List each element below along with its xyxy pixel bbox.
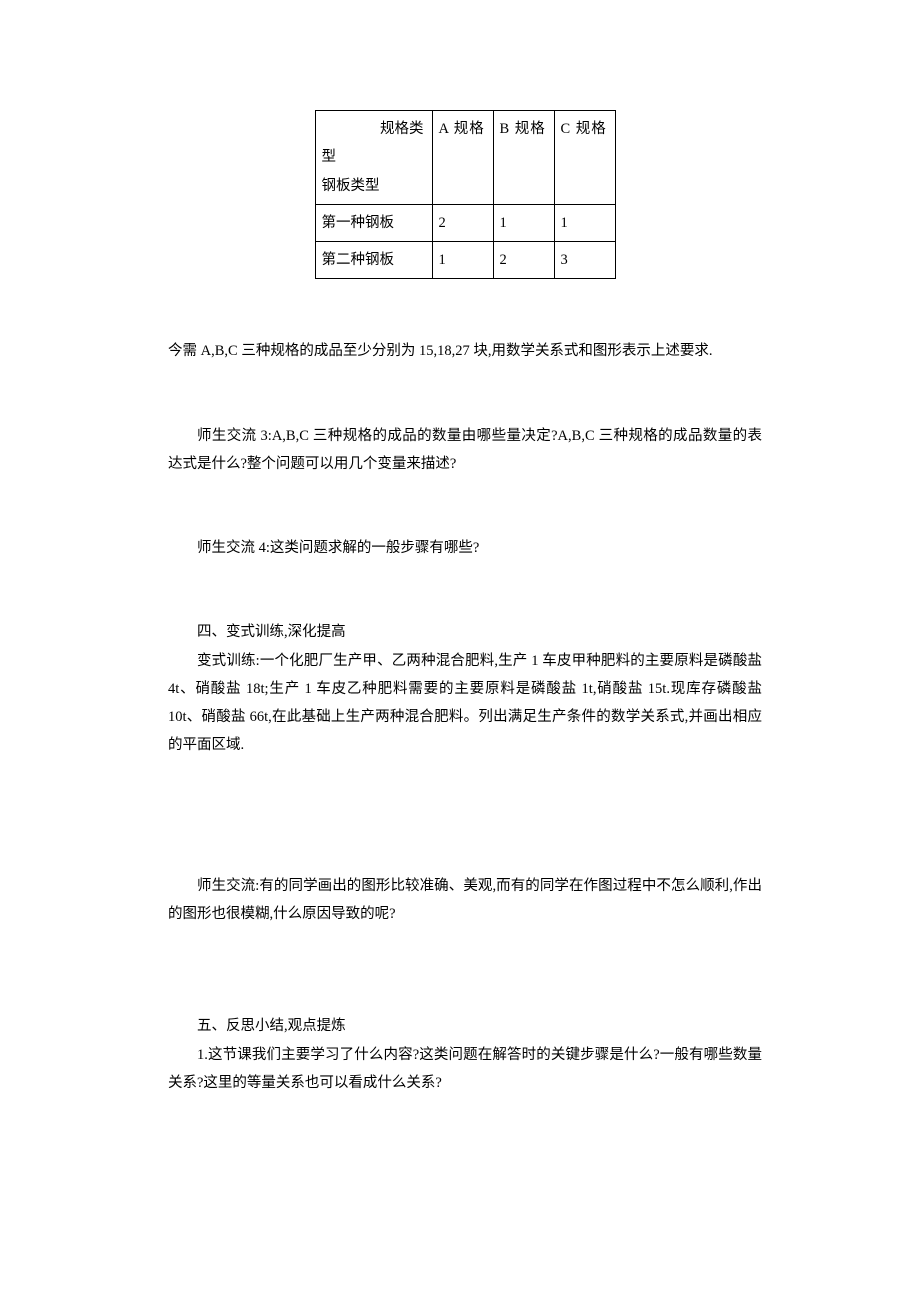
section-heading-5: 五、反思小结,观点提炼: [168, 1012, 762, 1040]
paragraph-exchange-drawing: 师生交流:有的同学画出的图形比较准确、美观,而有的同学在作图过程中不怎么顺利,作…: [168, 872, 762, 929]
col-header-c: C 规格: [554, 111, 615, 205]
table-row: 第一种钢板 2 1 1: [315, 204, 615, 241]
document-page: 规格类 型 钢板类型 A 规格 B 规格 C 规格 第一种钢板 2 1 1 第二…: [0, 0, 920, 1302]
col-header-b: B 规格: [493, 111, 554, 205]
paragraph-exchange-3: 师生交流 3:A,B,C 三种规格的成品的数量由哪些量决定?A,B,C 三种规格…: [168, 422, 762, 479]
cell: 1: [554, 204, 615, 241]
header-diagonal-cell: 规格类 型 钢板类型: [315, 111, 432, 205]
diag-label-top: 规格类: [322, 115, 426, 143]
diag-label-mid: 型: [322, 143, 426, 171]
paragraph-exchange-4: 师生交流 4:这类问题求解的一般步骤有哪些?: [168, 534, 762, 562]
row-label-2: 第二种钢板: [315, 242, 432, 279]
row-label-1: 第一种钢板: [315, 204, 432, 241]
diag-label-bottom: 钢板类型: [322, 172, 426, 200]
cell: 1: [493, 204, 554, 241]
cell: 1: [432, 242, 493, 279]
spacer: [168, 928, 762, 1012]
paragraph-reflection-1: 1.这节课我们主要学习了什么内容?这类问题在解答时的关键步骤是什么?一般有哪些数…: [168, 1041, 762, 1098]
paragraph-variation: 变式训练:一个化肥厂生产甲、乙两种混合肥料,生产 1 车皮甲种肥料的主要原料是磷…: [168, 647, 762, 760]
cell: 2: [493, 242, 554, 279]
steel-spec-table: 规格类 型 钢板类型 A 规格 B 规格 C 规格 第一种钢板 2 1 1 第二…: [315, 110, 616, 279]
col-header-a: A 规格: [432, 111, 493, 205]
spacer: [168, 760, 762, 872]
spacer: [168, 366, 762, 422]
cell: 2: [432, 204, 493, 241]
table-header-row: 规格类 型 钢板类型 A 规格 B 规格 C 规格: [315, 111, 615, 205]
paragraph-requirement: 今需 A,B,C 三种规格的成品至少分别为 15,18,27 块,用数学关系式和…: [168, 337, 762, 365]
spacer: [168, 562, 762, 618]
cell: 3: [554, 242, 615, 279]
section-heading-4: 四、变式训练,深化提高: [168, 618, 762, 646]
spacer: [168, 309, 762, 337]
spacer: [168, 478, 762, 534]
table-row: 第二种钢板 1 2 3: [315, 242, 615, 279]
